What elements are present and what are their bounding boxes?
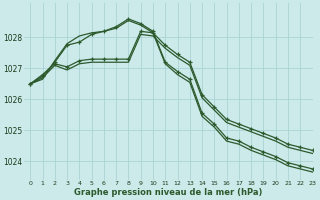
- X-axis label: Graphe pression niveau de la mer (hPa): Graphe pression niveau de la mer (hPa): [74, 188, 262, 197]
